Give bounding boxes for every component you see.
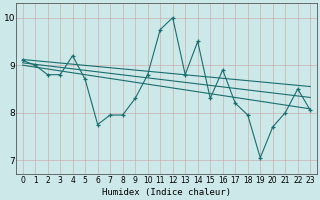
X-axis label: Humidex (Indice chaleur): Humidex (Indice chaleur) — [102, 188, 231, 197]
